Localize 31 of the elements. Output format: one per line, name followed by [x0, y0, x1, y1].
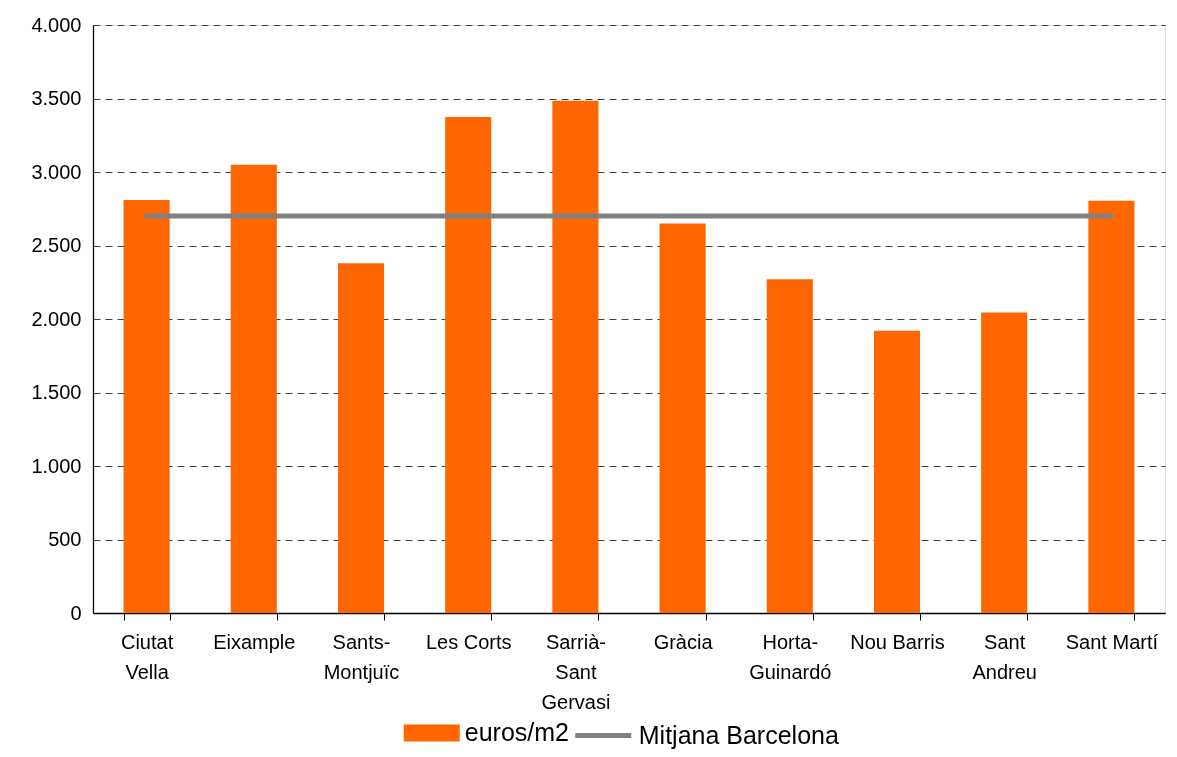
bar: [230, 164, 277, 613]
x-tick-label: Nou Barris: [850, 630, 945, 653]
y-tick-label: 3.500: [31, 87, 82, 109]
bar: [552, 100, 599, 613]
x-tick-label: Les Corts: [425, 630, 512, 653]
x-tick-label: Sarrià-Sant Gervasi: [541, 630, 611, 713]
bar: [766, 279, 813, 613]
x-tick-label: Eixample: [213, 630, 296, 653]
y-tick-label: 0: [70, 601, 82, 624]
y-tick-label: 2.000: [31, 307, 82, 330]
x-tick-label: Sants-Montjuïc: [323, 630, 400, 683]
x-tick-label: Sant Andreu: [972, 630, 1037, 683]
x-tick-label: Sant Martí: [1065, 630, 1159, 653]
bar: [659, 223, 706, 613]
y-tick-label: 2.500: [31, 234, 82, 256]
bar: [445, 116, 492, 613]
y-tick-label: 1.500: [31, 381, 82, 403]
bar: [337, 263, 385, 613]
y-tick-label: 1.000: [31, 454, 82, 477]
x-tick-label: Horta-Guinardó: [749, 630, 832, 683]
bar: [981, 312, 1028, 613]
bar: [873, 330, 921, 613]
y-tick-label: 3.000: [31, 160, 82, 183]
x-tick-label: Ciutat Vella: [120, 630, 174, 683]
bar: [123, 199, 170, 613]
x-tick-label: Gràcia: [653, 630, 714, 653]
legend-label: Mitjana Barcelona: [638, 720, 839, 749]
bar: [1088, 200, 1135, 613]
legend-label: euros/m2: [464, 718, 569, 746]
y-tick-label: 500: [48, 528, 82, 550]
y-tick-label: 4.000: [31, 13, 82, 36]
